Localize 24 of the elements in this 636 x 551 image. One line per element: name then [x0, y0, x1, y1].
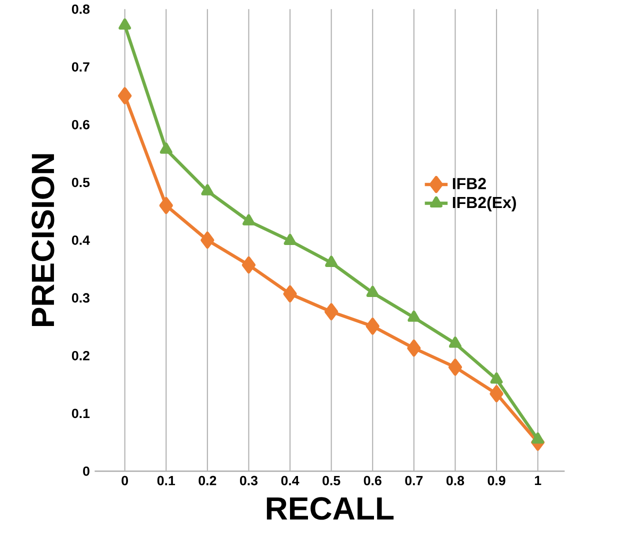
y-tick-label: 0.3: [72, 293, 90, 303]
x-tick-label: 0.8: [446, 476, 464, 486]
x-axis-title: RECALL: [266, 497, 394, 520]
x-tick-label: 0.9: [488, 476, 506, 486]
x-tick-label: 0.2: [198, 476, 216, 486]
x-tick-label: 0.3: [240, 476, 258, 486]
y-tick-label: 0.8: [72, 4, 90, 14]
x-tick-label: 0.7: [405, 476, 423, 486]
y-tick-label: 0.4: [72, 235, 90, 245]
y-tick-label: 0.2: [72, 350, 90, 360]
x-tick-label: 0.6: [364, 476, 382, 486]
x-tick-label: 1: [534, 476, 542, 485]
legend-label: IFB2(Ex): [452, 196, 516, 212]
y-tick-label: 0.1: [72, 408, 90, 418]
x-tick-label: 0.5: [322, 476, 340, 486]
legend-label: IFB2: [452, 178, 486, 190]
y-axis-title: PRECISION: [32, 154, 54, 326]
x-tick-label: 0.4: [281, 476, 300, 486]
x-tick-label: 0: [122, 476, 128, 486]
y-tick-label: 0.7: [72, 62, 90, 72]
x-tick-label: 0.1: [157, 476, 176, 486]
y-tick-label: 0.6: [72, 120, 90, 130]
y-tick-label: 0.5: [72, 178, 90, 188]
y-tick-label: 0: [83, 466, 90, 476]
